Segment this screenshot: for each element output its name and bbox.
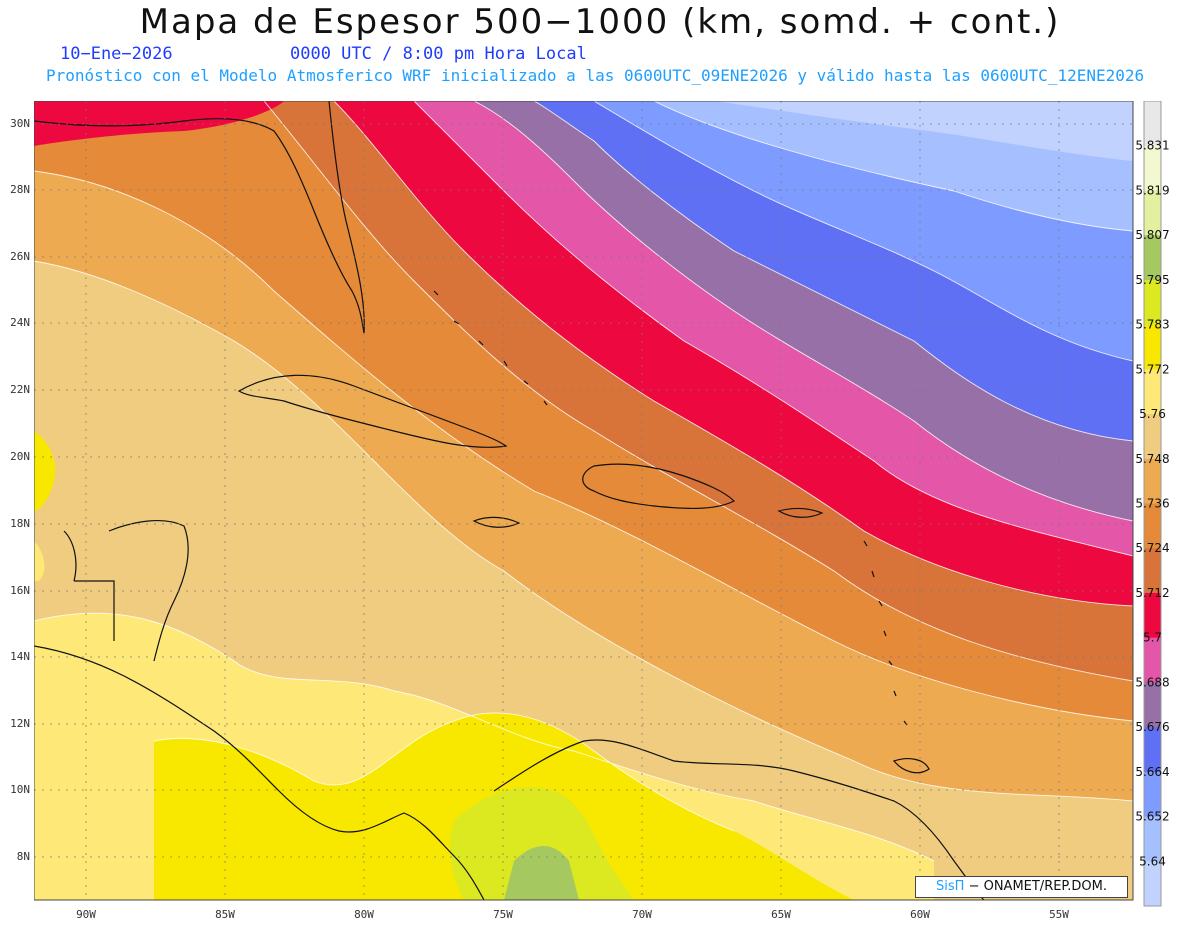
- colorbar-swatch: [1144, 727, 1161, 773]
- colorbar-label: 5.688: [1135, 675, 1169, 689]
- colorbar-label: 5.831: [1135, 139, 1169, 153]
- lat-label: 30N: [10, 117, 30, 130]
- colorbar-swatch: [1144, 369, 1161, 415]
- thickness-fill: [34, 101, 1133, 900]
- colorbar-swatch: [1144, 637, 1161, 683]
- credit-box: SisΠ − ONAMET/REP.DOM.: [915, 876, 1128, 898]
- colorbar-label: 5.807: [1135, 228, 1169, 242]
- lat-label: 26N: [10, 250, 30, 263]
- forecast-date: 10−Ene−2026: [60, 44, 173, 64]
- colorbar-swatch: [1144, 190, 1161, 236]
- lon-label: 65W: [771, 908, 791, 921]
- lat-label: 22N: [10, 383, 30, 396]
- lat-label: 16N: [10, 584, 30, 597]
- colorbar-swatch: [1144, 682, 1161, 728]
- colorbar-swatch: [1144, 861, 1161, 907]
- colorbar-label: 5.664: [1135, 765, 1169, 779]
- colorbar-label: 5.795: [1135, 273, 1169, 287]
- map-title: Mapa de Espesor 500−1000 (km, somd. + co…: [139, 2, 1061, 42]
- colorbar-label: 5.724: [1135, 541, 1169, 555]
- colorbar-label: 5.64: [1139, 854, 1166, 868]
- longitude-labels: 90W 85W 80W 75W 70W 65W 60W 55W: [76, 908, 1069, 921]
- lon-label: 60W: [910, 908, 930, 921]
- colorbar-label: 5.7: [1143, 631, 1162, 645]
- colorbar-swatch: [1144, 503, 1161, 549]
- credit-text: − ONAMET/REP.DOM.: [968, 879, 1107, 894]
- forecast-time: 0000 UTC / 8:00 pm Hora Local: [290, 44, 587, 64]
- colorbar-label: 5.772: [1135, 362, 1169, 376]
- colorbar-swatch: [1144, 458, 1161, 504]
- colorbar-swatch: [1144, 235, 1161, 281]
- lat-label: 18N: [10, 517, 30, 530]
- lat-label: 20N: [10, 450, 30, 463]
- colorbar-swatch: [1144, 592, 1161, 639]
- model-description: Pronóstico con el Modelo Atmosferico WRF…: [46, 66, 1145, 85]
- colorbar-swatch: [1144, 816, 1161, 862]
- colorbar-label: 5.676: [1135, 720, 1169, 734]
- lon-label: 90W: [76, 908, 96, 921]
- colorbar-swatch: [1144, 145, 1161, 191]
- lat-label: 28N: [10, 183, 30, 196]
- colorbar-swatch: [1144, 771, 1161, 818]
- colorbar-swatch: [1144, 324, 1161, 370]
- map-gridlines: [34, 101, 1133, 900]
- map-frame: [34, 101, 1134, 901]
- sispi-logo-text: SisΠ: [936, 879, 965, 894]
- lat-label: 12N: [10, 717, 30, 730]
- colorbar-label: 5.76: [1139, 407, 1166, 421]
- lat-label: 10N: [10, 783, 30, 796]
- colorbar: 5.831 5.819 5.807 5.795 5.783 5.772 5.76 5.748 5…: [1135, 101, 1170, 907]
- lon-label: 75W: [493, 908, 513, 921]
- colorbar-border: [1143, 101, 1162, 907]
- lon-label: 70W: [632, 908, 652, 921]
- lon-label: 55W: [1049, 908, 1069, 921]
- colorbar-label: 5.652: [1135, 810, 1169, 824]
- colorbar-swatch: [1144, 279, 1161, 326]
- thickness-map: 90W 85W 80W 75W 70W 65W 60W 55W 5.8315.8…: [34, 101, 1170, 921]
- colorbar-label: 5.736: [1135, 497, 1169, 511]
- lat-label: 14N: [10, 650, 30, 663]
- colorbar-label: 5.748: [1135, 452, 1169, 466]
- colorbar-label: 5.783: [1135, 318, 1169, 332]
- lat-label: 24N: [10, 316, 30, 329]
- lon-label: 80W: [354, 908, 374, 921]
- colorbar-swatch: [1144, 101, 1161, 147]
- colorbar-swatch: [1144, 414, 1161, 460]
- latitude-labels: 30N 28N 26N 24N 22N 20N 18N 16N 14N 12N …: [0, 101, 32, 901]
- colorbar-swatch: [1144, 548, 1161, 594]
- lon-label: 85W: [215, 908, 235, 921]
- colorbar-label: 5.712: [1135, 586, 1169, 600]
- lat-label: 8N: [16, 850, 30, 863]
- colorbar-label: 5.819: [1135, 183, 1169, 197]
